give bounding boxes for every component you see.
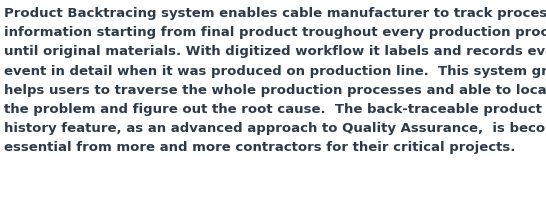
Text: Product Backtracing system enables cable manufacturer to track process
informati: Product Backtracing system enables cable… (4, 7, 546, 154)
